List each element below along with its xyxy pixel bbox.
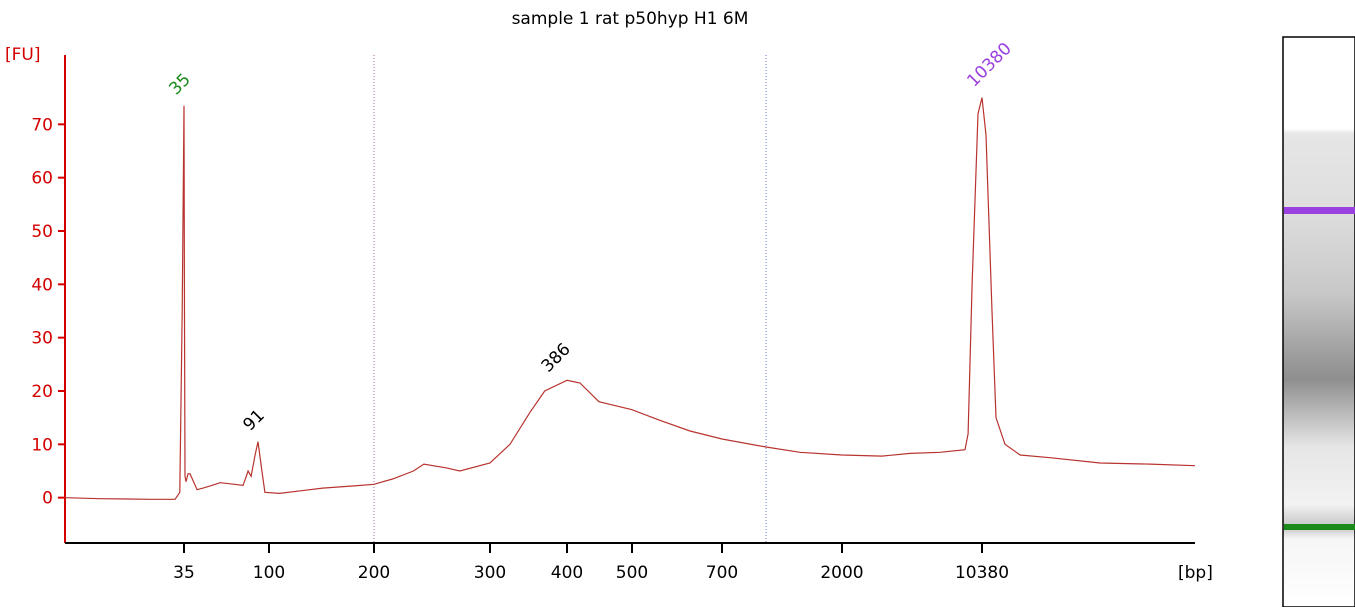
y-tick-label: 20 <box>31 382 53 402</box>
x-tick-label: 700 <box>706 563 738 583</box>
trace <box>64 97 1196 500</box>
gel-lower-marker <box>1284 524 1355 530</box>
peak-label: 91 <box>239 406 268 435</box>
x-tick-label: 400 <box>551 563 583 583</box>
y-tick-label: 30 <box>31 329 53 349</box>
gel-upper-marker <box>1284 207 1355 214</box>
x-tick-label: 500 <box>616 563 648 583</box>
y-tick-label: 60 <box>31 169 53 189</box>
x-tick-label: 200 <box>358 563 390 583</box>
y-tick-label: 40 <box>31 275 53 295</box>
y-tick-label: 50 <box>31 222 53 242</box>
gel-lane <box>1282 36 1355 608</box>
peak-label: 10380 <box>963 39 1015 91</box>
y-tick-label: 10 <box>31 435 53 455</box>
peak-label: 35 <box>165 70 194 99</box>
x-tick-label: 300 <box>474 563 506 583</box>
chart-title: sample 1 rat p50hyp H1 6M <box>512 9 749 29</box>
peak-label: 386 <box>538 339 575 376</box>
x-axis-label: [bp] <box>1178 563 1213 583</box>
y-axis-label: [FU] <box>5 45 41 65</box>
x-tick-label: 100 <box>253 563 285 583</box>
x-tick-label: 10380 <box>955 563 1009 583</box>
x-tick-label: 2000 <box>820 563 863 583</box>
x-tick-label: 35 <box>173 563 195 583</box>
y-tick-label: 0 <box>42 489 53 509</box>
y-tick-label: 70 <box>31 115 53 135</box>
